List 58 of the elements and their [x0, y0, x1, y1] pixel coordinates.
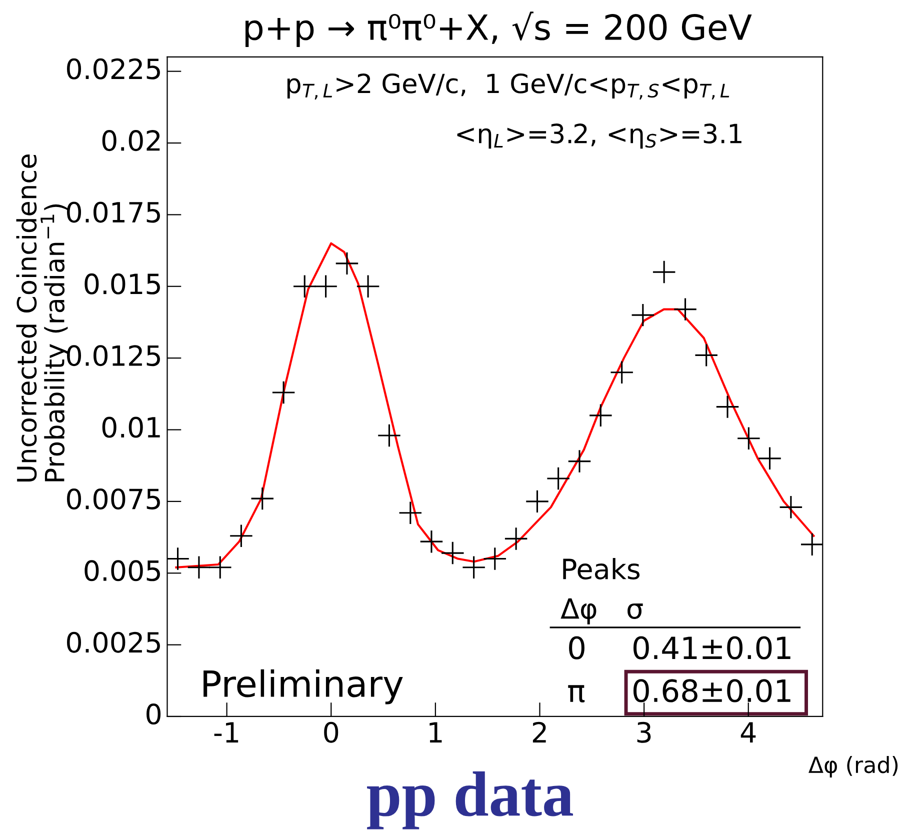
point [272, 381, 295, 404]
x-tick-label: 2 [532, 722, 546, 742]
point [800, 533, 823, 556]
annotation: 0.68±0.01 [633, 679, 790, 702]
point [695, 344, 718, 366]
point [610, 361, 633, 384]
point [378, 424, 400, 447]
point [442, 542, 464, 564]
annotation: σ [628, 603, 643, 620]
point [590, 404, 612, 427]
y-tick-label: 0.0225 [67, 58, 160, 80]
point [568, 450, 591, 472]
point [314, 275, 337, 298]
point [547, 467, 570, 490]
point [652, 260, 676, 284]
point [399, 502, 422, 524]
chart-title: p+p → π⁰π⁰+X, √s = 200 GeV [246, 12, 752, 48]
annotation: π [568, 685, 585, 702]
point [230, 524, 252, 547]
point [674, 298, 696, 320]
x-tick-label: -1 [214, 722, 238, 742]
point [632, 304, 654, 326]
x-tick-label: 0 [324, 722, 338, 743]
x-tick-label: 4 [740, 722, 756, 742]
point [356, 275, 380, 298]
point [209, 556, 232, 578]
y-tick-label: 0.02 [102, 130, 160, 152]
annotation: 0 [569, 636, 584, 660]
y-tick-label: 0.0075 [67, 488, 160, 510]
point [504, 528, 528, 550]
point [251, 487, 274, 510]
y-tick-label: 0 [146, 704, 161, 725]
point [294, 275, 316, 298]
point [716, 396, 739, 418]
x-axis-title: Δφ (rad) [808, 756, 898, 778]
point [738, 427, 760, 450]
point [188, 556, 210, 578]
y-tick-label: 0.005 [84, 560, 160, 582]
annotation: Preliminary [204, 669, 403, 704]
text: pp data [367, 771, 573, 830]
annotation: <η$_{L}$>=3.2, <η$_{S}$>=3.1 [457, 124, 742, 149]
annotation: Peaks [563, 558, 640, 580]
x-tick-label: 1 [430, 722, 442, 742]
point [167, 548, 189, 570]
point [526, 490, 548, 513]
point [484, 548, 506, 570]
annotation: 0.41±0.01 [633, 636, 790, 660]
annotation: Δφ [560, 598, 596, 624]
y-tick-label: 0.015 [84, 273, 160, 294]
x-tick-label: 3 [637, 722, 651, 743]
point [462, 556, 485, 578]
point [420, 530, 443, 553]
point [780, 496, 802, 518]
point [758, 447, 781, 470]
y-tick-label: 0.0025 [67, 632, 160, 653]
annotation: p$_{T,L}$>2 GeV/c, 1 GeV/c<p$_{T,S}$<p$_{T,L}$ [287, 73, 730, 100]
y-tick-label: 0.01 [102, 416, 160, 438]
point [336, 252, 358, 275]
